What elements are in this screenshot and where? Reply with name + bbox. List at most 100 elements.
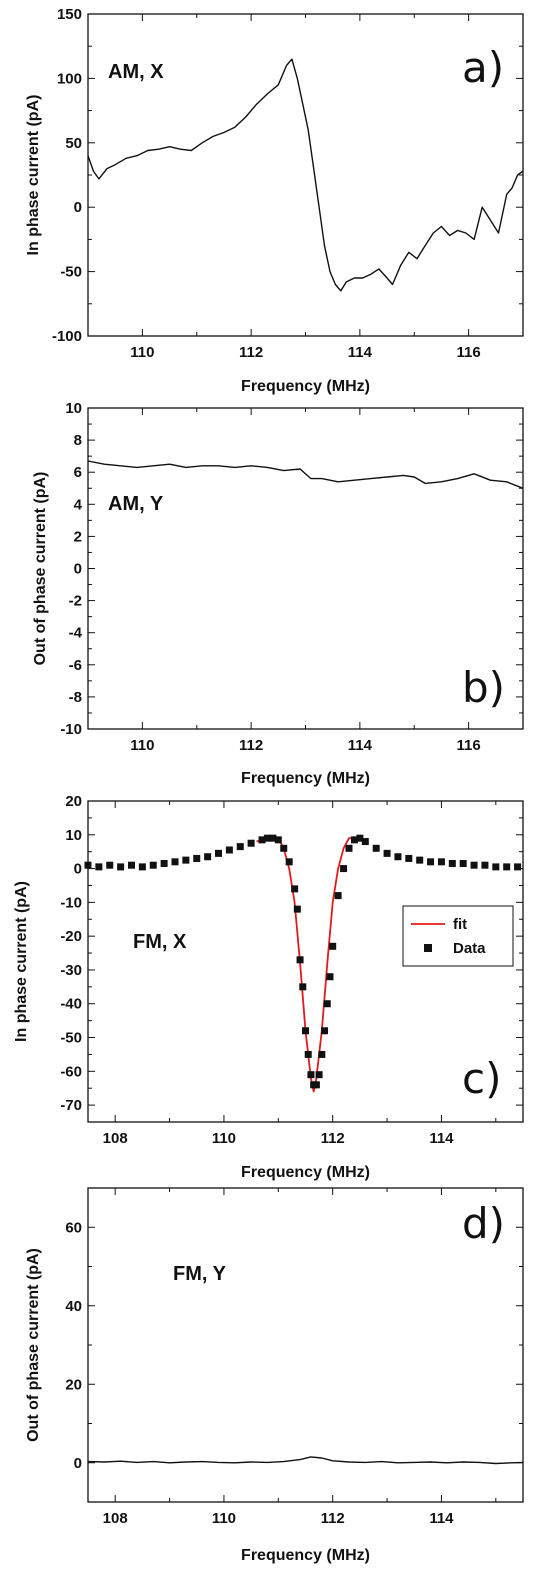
y-tick-label: 6 (74, 464, 82, 481)
series-line (87, 1456, 524, 1465)
data-point (304, 1050, 312, 1058)
y-axis-label: In phase current (pA) (13, 881, 30, 1042)
panel-letter: d) (462, 1199, 505, 1248)
legend-data-swatch (424, 944, 432, 952)
data-point (236, 843, 244, 851)
data-point (326, 973, 334, 981)
x-axis-label: Frequency (MHz) (241, 1547, 370, 1564)
data-point (329, 942, 337, 950)
y-tick-label: -20 (60, 928, 82, 945)
data-point (394, 853, 402, 861)
data-point (84, 861, 92, 869)
x-tick-label: 110 (212, 1130, 236, 1147)
data-point (383, 849, 391, 857)
y-tick-label: 10 (65, 400, 82, 417)
data-point (470, 861, 478, 869)
panel-annotation: FM, Y (173, 1263, 227, 1285)
data-point (263, 834, 271, 842)
data-point (315, 1071, 323, 1079)
y-tick-label: -8 (69, 689, 82, 706)
chart-panel-b: 110 112 114 116 -10 -8 -6 -4 -2 0 2 4 6 8 10 Frequency … (32, 400, 524, 787)
x-tick-label: 110 (212, 1510, 236, 1527)
data-point (128, 861, 135, 869)
y-tick-label: -50 (60, 1030, 82, 1047)
y-tick-label: 20 (65, 793, 82, 810)
y-tick-label: -70 (60, 1097, 82, 1114)
data-point (204, 853, 212, 861)
y-tick-label: 60 (65, 1219, 82, 1236)
legend-box (402, 905, 514, 967)
data-point (138, 863, 146, 871)
y-tick-label: -60 (60, 1063, 82, 1080)
panel-annotation: AM, Y (108, 493, 164, 515)
y-tick-label: -50 (60, 264, 82, 281)
y-tick-label: 0 (74, 1455, 82, 1472)
x-tick-label: 114 (429, 1510, 454, 1527)
data-point (514, 863, 522, 871)
x-tick-label: 110 (130, 344, 154, 361)
data-point (503, 863, 511, 871)
data-point (459, 860, 467, 868)
data-point (285, 858, 293, 866)
x-tick-label: 116 (457, 344, 481, 361)
x-tick-label: 108 (103, 1510, 128, 1527)
data-point (299, 983, 307, 991)
data-point (323, 1000, 331, 1008)
data-point (350, 836, 358, 844)
y-axis-label: In phase current (pA) (25, 95, 42, 256)
data-point (193, 854, 201, 862)
x-tick-label: 114 (348, 737, 373, 754)
x-tick-label: 110 (130, 737, 154, 754)
data-point (318, 1050, 326, 1058)
y-tick-label: 8 (74, 432, 82, 449)
y-axis-label: Out of phase current (pA) (25, 1248, 42, 1442)
data-point (492, 863, 500, 871)
y-tick-label: -10 (60, 894, 82, 911)
panel-annotation: AM, X (108, 61, 164, 83)
data-point (171, 858, 179, 866)
data-point (405, 854, 413, 862)
plot-frame (87, 800, 524, 1123)
data-point (312, 1081, 320, 1089)
data-point (321, 1027, 329, 1035)
y-tick-label: -40 (60, 996, 82, 1013)
legend-data-label: Data (453, 940, 486, 957)
data-point (334, 892, 342, 900)
data-point (215, 849, 222, 857)
data-point (291, 885, 299, 893)
x-axis-label: Frequency (MHz) (241, 378, 370, 395)
x-axis-label: Frequency (MHz) (241, 770, 370, 787)
data-point (481, 861, 489, 869)
data-point (149, 861, 157, 869)
data-point (340, 865, 348, 873)
y-tick-label: -100 (52, 328, 82, 345)
data-point (160, 860, 168, 868)
x-tick-label: 112 (239, 737, 263, 754)
y-tick-label: 20 (65, 1376, 82, 1393)
y-tick-label: 40 (65, 1298, 82, 1315)
y-tick-label: -10 (60, 721, 82, 738)
y-axis-label: Out of phase current (pA) (32, 472, 49, 666)
data-point (274, 836, 282, 844)
chart-panel-d: 108 110 112 114 0 20 40 60 Frequency (MHz) Out of… (25, 1187, 524, 1564)
series-line (87, 460, 524, 489)
data-point (427, 858, 435, 866)
x-tick-label: 114 (429, 1130, 454, 1147)
y-tick-label: 4 (74, 496, 83, 513)
y-tick-label: -4 (69, 625, 83, 642)
y-tick-label: 0 (74, 861, 82, 878)
y-tick-label: 0 (74, 561, 82, 578)
data-point (280, 844, 288, 852)
data-point (106, 861, 114, 869)
data-point (182, 856, 190, 864)
y-tick-label: 50 (65, 135, 82, 152)
data-point (296, 956, 304, 964)
y-tick-label: -6 (69, 657, 82, 674)
data-point (372, 844, 380, 852)
panel-letter: c) (462, 1054, 501, 1103)
plot-frame (87, 1187, 524, 1503)
y-tick-label: 2 (74, 528, 82, 545)
series-line (87, 58, 524, 292)
data-point (293, 905, 301, 913)
